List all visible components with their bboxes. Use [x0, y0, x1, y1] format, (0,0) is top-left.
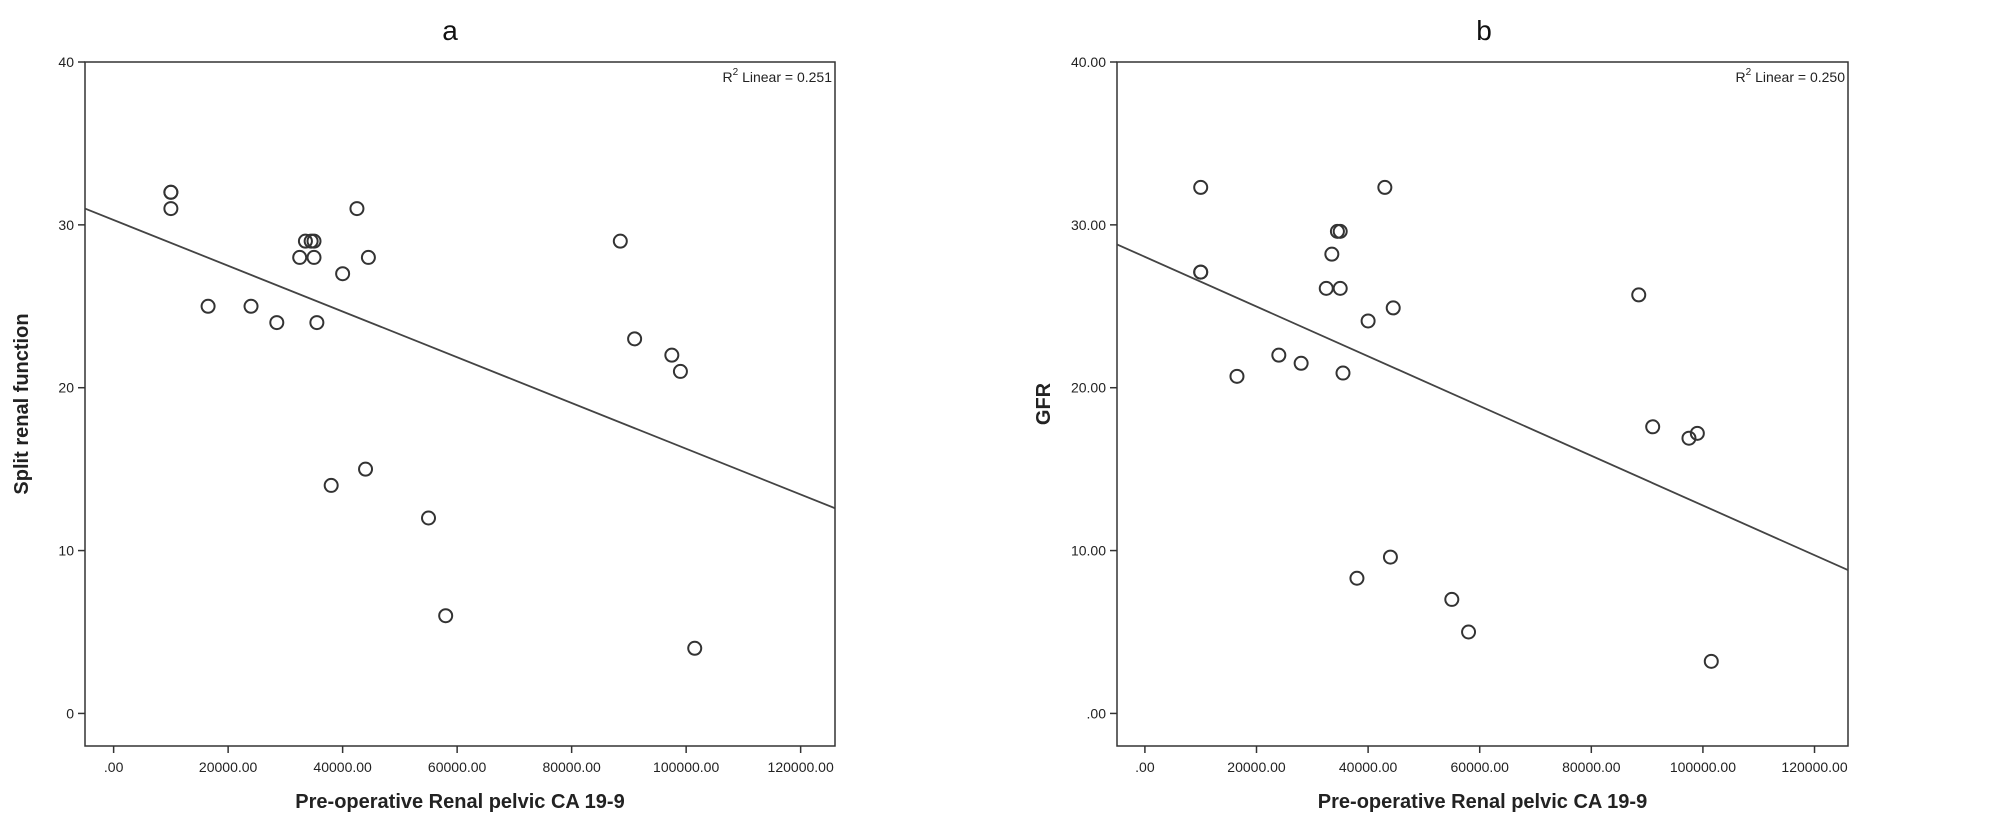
- data-point: [1349, 570, 1365, 586]
- data-point: [1193, 179, 1209, 195]
- data-point: [1689, 425, 1705, 441]
- data-point: [1461, 624, 1477, 640]
- y-axis-title: GFR: [1033, 382, 1055, 425]
- r-squared-value: Linear = 0.250: [1751, 69, 1845, 85]
- x-tick-label: .00: [1135, 759, 1155, 775]
- data-point: [1332, 223, 1348, 239]
- data-point: [309, 315, 325, 331]
- panel-b: b .00 10.00 20.00 30.00 40.00 .00 20000.00 40000…: [1033, 15, 1849, 813]
- x-tick-label: 80000.00: [1562, 759, 1621, 775]
- x-tick-label: 40000.00: [1339, 759, 1398, 775]
- data-point: [1377, 179, 1393, 195]
- data-point: [1229, 368, 1245, 384]
- r-squared-value: Linear = 0.251: [738, 69, 832, 85]
- x-tick-label: 80000.00: [542, 759, 601, 775]
- r-squared-superscript: 2: [1746, 67, 1752, 78]
- data-point: [612, 233, 628, 249]
- y-tick-label: 10: [58, 543, 74, 559]
- data-point: [627, 331, 643, 347]
- x-tick-label: 20000.00: [1227, 759, 1286, 775]
- x-axis-title: Pre-operative Renal pelvic CA 19-9: [1318, 791, 1647, 813]
- data-point: [323, 477, 339, 493]
- data-point: [306, 233, 322, 249]
- x-axis-title: Pre-operative Renal pelvic CA 19-9: [295, 791, 624, 813]
- x-tick-label: 40000.00: [313, 759, 372, 775]
- data-point: [349, 201, 365, 217]
- x-tick-label: 100000.00: [653, 759, 719, 775]
- data-point: [1444, 591, 1460, 607]
- data-point: [297, 233, 313, 249]
- r-squared-symbol: R: [1736, 69, 1746, 85]
- data-point: [1335, 365, 1351, 381]
- y-tick-label: 40: [58, 54, 74, 70]
- x-tick-label: 60000.00: [1451, 759, 1510, 775]
- data-point: [163, 201, 179, 217]
- panel-label: b: [1476, 15, 1492, 46]
- data-point: [1293, 355, 1309, 371]
- y-tick-label: 10.00: [1071, 543, 1106, 559]
- x-tick-label: 120000.00: [768, 759, 834, 775]
- r-squared-symbol: R: [723, 69, 733, 85]
- x-tick-label: 60000.00: [428, 759, 487, 775]
- data-point: [421, 510, 437, 526]
- panel-label: a: [442, 15, 458, 46]
- y-tick-label: 30.00: [1071, 217, 1106, 233]
- data-point: [1645, 419, 1661, 435]
- y-tick-label: 30: [58, 217, 74, 233]
- data-point: [200, 298, 216, 314]
- data-point: [1360, 313, 1376, 329]
- x-tick-label: 120000.00: [1781, 759, 1847, 775]
- y-axis-title: Split renal function: [11, 313, 33, 494]
- data-point: [664, 347, 680, 363]
- y-tick-label: 20.00: [1071, 380, 1106, 396]
- data-point: [1631, 287, 1647, 303]
- linear-fit-line: [1116, 243, 1849, 571]
- data-point: [1271, 347, 1287, 363]
- data-point: [687, 640, 703, 656]
- plot-area-frame: [84, 61, 836, 747]
- plot-area-frame: [1116, 61, 1849, 747]
- data-point: [1324, 246, 1340, 262]
- x-tick-label: 100000.00: [1670, 759, 1736, 775]
- data-point: [1382, 549, 1398, 565]
- y-tick-label: 20: [58, 380, 74, 396]
- data-point: [1703, 653, 1719, 669]
- r-squared-annotation: R2 Linear = 0.250: [1736, 67, 1846, 85]
- data-point: [269, 315, 285, 331]
- data-point: [306, 249, 322, 265]
- r-squared-superscript: 2: [733, 67, 739, 78]
- data-point: [1193, 264, 1209, 280]
- x-tick-label: 20000.00: [199, 759, 258, 775]
- r-squared-annotation: R2 Linear = 0.251: [723, 67, 833, 85]
- x-tick-label: .00: [104, 759, 124, 775]
- data-point: [292, 249, 308, 265]
- data-point: [1385, 300, 1401, 316]
- data-point: [360, 249, 376, 265]
- linear-fit-line: [84, 207, 836, 510]
- data-point: [163, 184, 179, 200]
- data-point: [243, 298, 259, 314]
- data-point: [1332, 280, 1348, 296]
- y-tick-label: .00: [1087, 705, 1107, 721]
- y-tick-label: 0: [66, 705, 74, 721]
- y-tick-label: 40.00: [1071, 54, 1106, 70]
- data-point: [672, 363, 688, 379]
- data-point: [1681, 430, 1697, 446]
- data-point: [1318, 280, 1334, 296]
- data-point: [358, 461, 374, 477]
- panel-a: a 0 10 20 30 40 .00 20000.00 40000.00 60000.00 800…: [11, 15, 836, 813]
- data-point: [335, 266, 351, 282]
- data-point: [438, 608, 454, 624]
